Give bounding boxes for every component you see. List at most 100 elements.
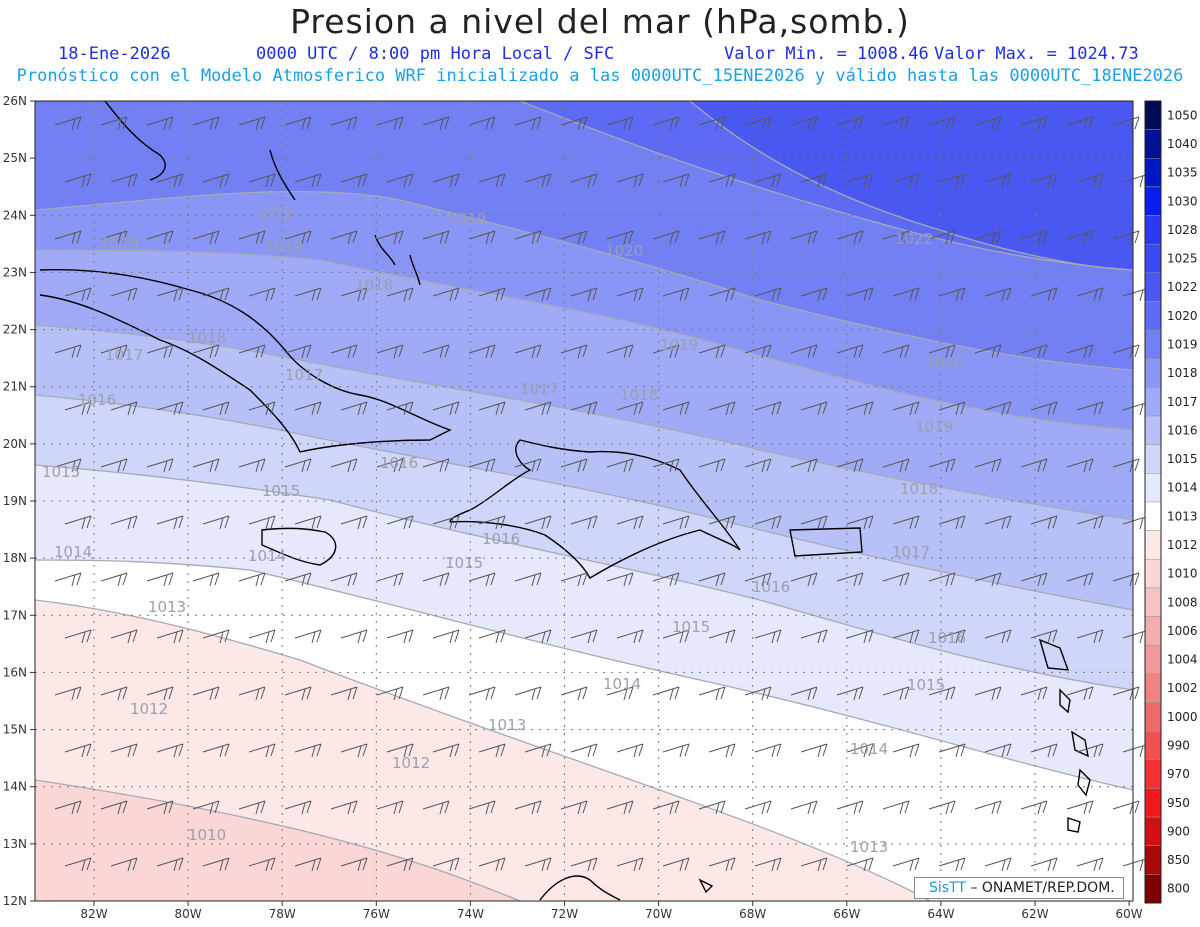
lat-label: 21N [3,380,27,394]
wind-barb [54,800,82,815]
wind-barb [468,344,496,359]
wind-barb [100,686,128,701]
wind-barb [938,743,966,758]
wind-barb [698,116,726,131]
wind-barb [524,287,552,302]
wind-barb [248,287,276,302]
wind-barb [928,686,956,701]
wind-barb [156,629,184,644]
wind-barb [754,173,782,188]
wind-barb [836,572,864,587]
wind-barb [202,173,230,188]
colorbar-label: 1004 [1167,653,1198,667]
wind-barb [606,344,634,359]
wind-barb [468,686,496,701]
wind-barb [616,857,644,872]
colorbar-swatch [1144,587,1162,617]
wind-barb [974,572,1002,587]
contour-label: 1018 [188,329,226,347]
wind-barb [478,287,506,302]
forecast-date: 18-Ene-2026 [58,44,171,64]
wind-barb [754,857,782,872]
wind-barb [616,743,644,758]
wind-barb [846,287,874,302]
wind-barb [708,743,736,758]
wind-barb [606,458,634,473]
contour-label: 1014 [248,547,286,565]
contour-label: 1016 [752,578,790,596]
wind-barb [928,116,956,131]
wind-barb [1066,572,1094,587]
wind-barb [790,572,818,587]
wind-barb [754,515,782,530]
wind-barb [928,230,956,245]
colorbar-label: 1050 [1167,108,1198,122]
contour-label: 1016 [78,391,116,409]
wind-barb [662,515,690,530]
band-1022 [690,101,1133,270]
lat-label: 13N [3,837,27,851]
wind-barb [386,629,414,644]
isobar-lines [35,101,1133,901]
wind-barb [192,116,220,131]
colorbar-label: 970 [1167,767,1190,781]
wind-barb [376,572,404,587]
contour-label: 1014 [603,675,641,693]
wind-barb [616,401,644,416]
wind-barb [1066,686,1094,701]
wind-barb [570,857,598,872]
wind-barb [698,458,726,473]
wind-barb [100,800,128,815]
wind-barb [974,800,1002,815]
wind-barb [938,857,966,872]
wind-barb [938,173,966,188]
wind-barb [570,287,598,302]
contour-label: 1017 [520,380,558,398]
wind-barb [698,344,726,359]
wind-barb [698,686,726,701]
lat-label: 12N [3,894,27,908]
wind-barb [330,800,358,815]
wind-barb [340,629,368,644]
wind-barb [1020,116,1048,131]
wind-barb [202,401,230,416]
coast-lesser-antilles-3 [1071,730,1089,758]
wind-barb [974,116,1002,131]
coast-hispaniola [449,439,741,579]
wind-barb [340,515,368,530]
wind-barb [1030,743,1058,758]
wind-barb [340,743,368,758]
lat-label: 17N [3,608,27,622]
contour-label: 1022 [255,204,293,222]
wind-barb [64,857,92,872]
wind-barb [754,629,782,644]
coast-lesser-antilles-4 [1077,768,1091,797]
colorbar-swatch [1144,129,1162,159]
wind-barb [468,458,496,473]
model-description: Pronóstico con el Modelo Atmosferico WRF… [16,66,1184,86]
wind-barb [882,344,910,359]
contour-label: 1014 [850,740,888,758]
wind-barb [616,287,644,302]
wind-barb [248,515,276,530]
wind-barb [110,857,138,872]
wind-barb [652,800,680,815]
wind-barb [892,857,920,872]
colorbar-swatch [1144,329,1162,360]
wind-barb [192,572,220,587]
wind-barb [478,629,506,644]
wind-barb [744,116,772,131]
colorbar-swatch [1144,158,1162,188]
lat-label: 24N [3,208,27,222]
wind-barb [100,116,128,131]
contour-label: 1015 [445,554,483,572]
lat-label: 19N [3,494,27,508]
wind-barb [938,629,966,644]
wind-barb [432,629,460,644]
wind-barb [662,287,690,302]
coast-puerto-rico [789,527,863,557]
wind-barb [100,458,128,473]
wind-barb [744,572,772,587]
wind-barb [1066,116,1094,131]
wind-barb [478,515,506,530]
